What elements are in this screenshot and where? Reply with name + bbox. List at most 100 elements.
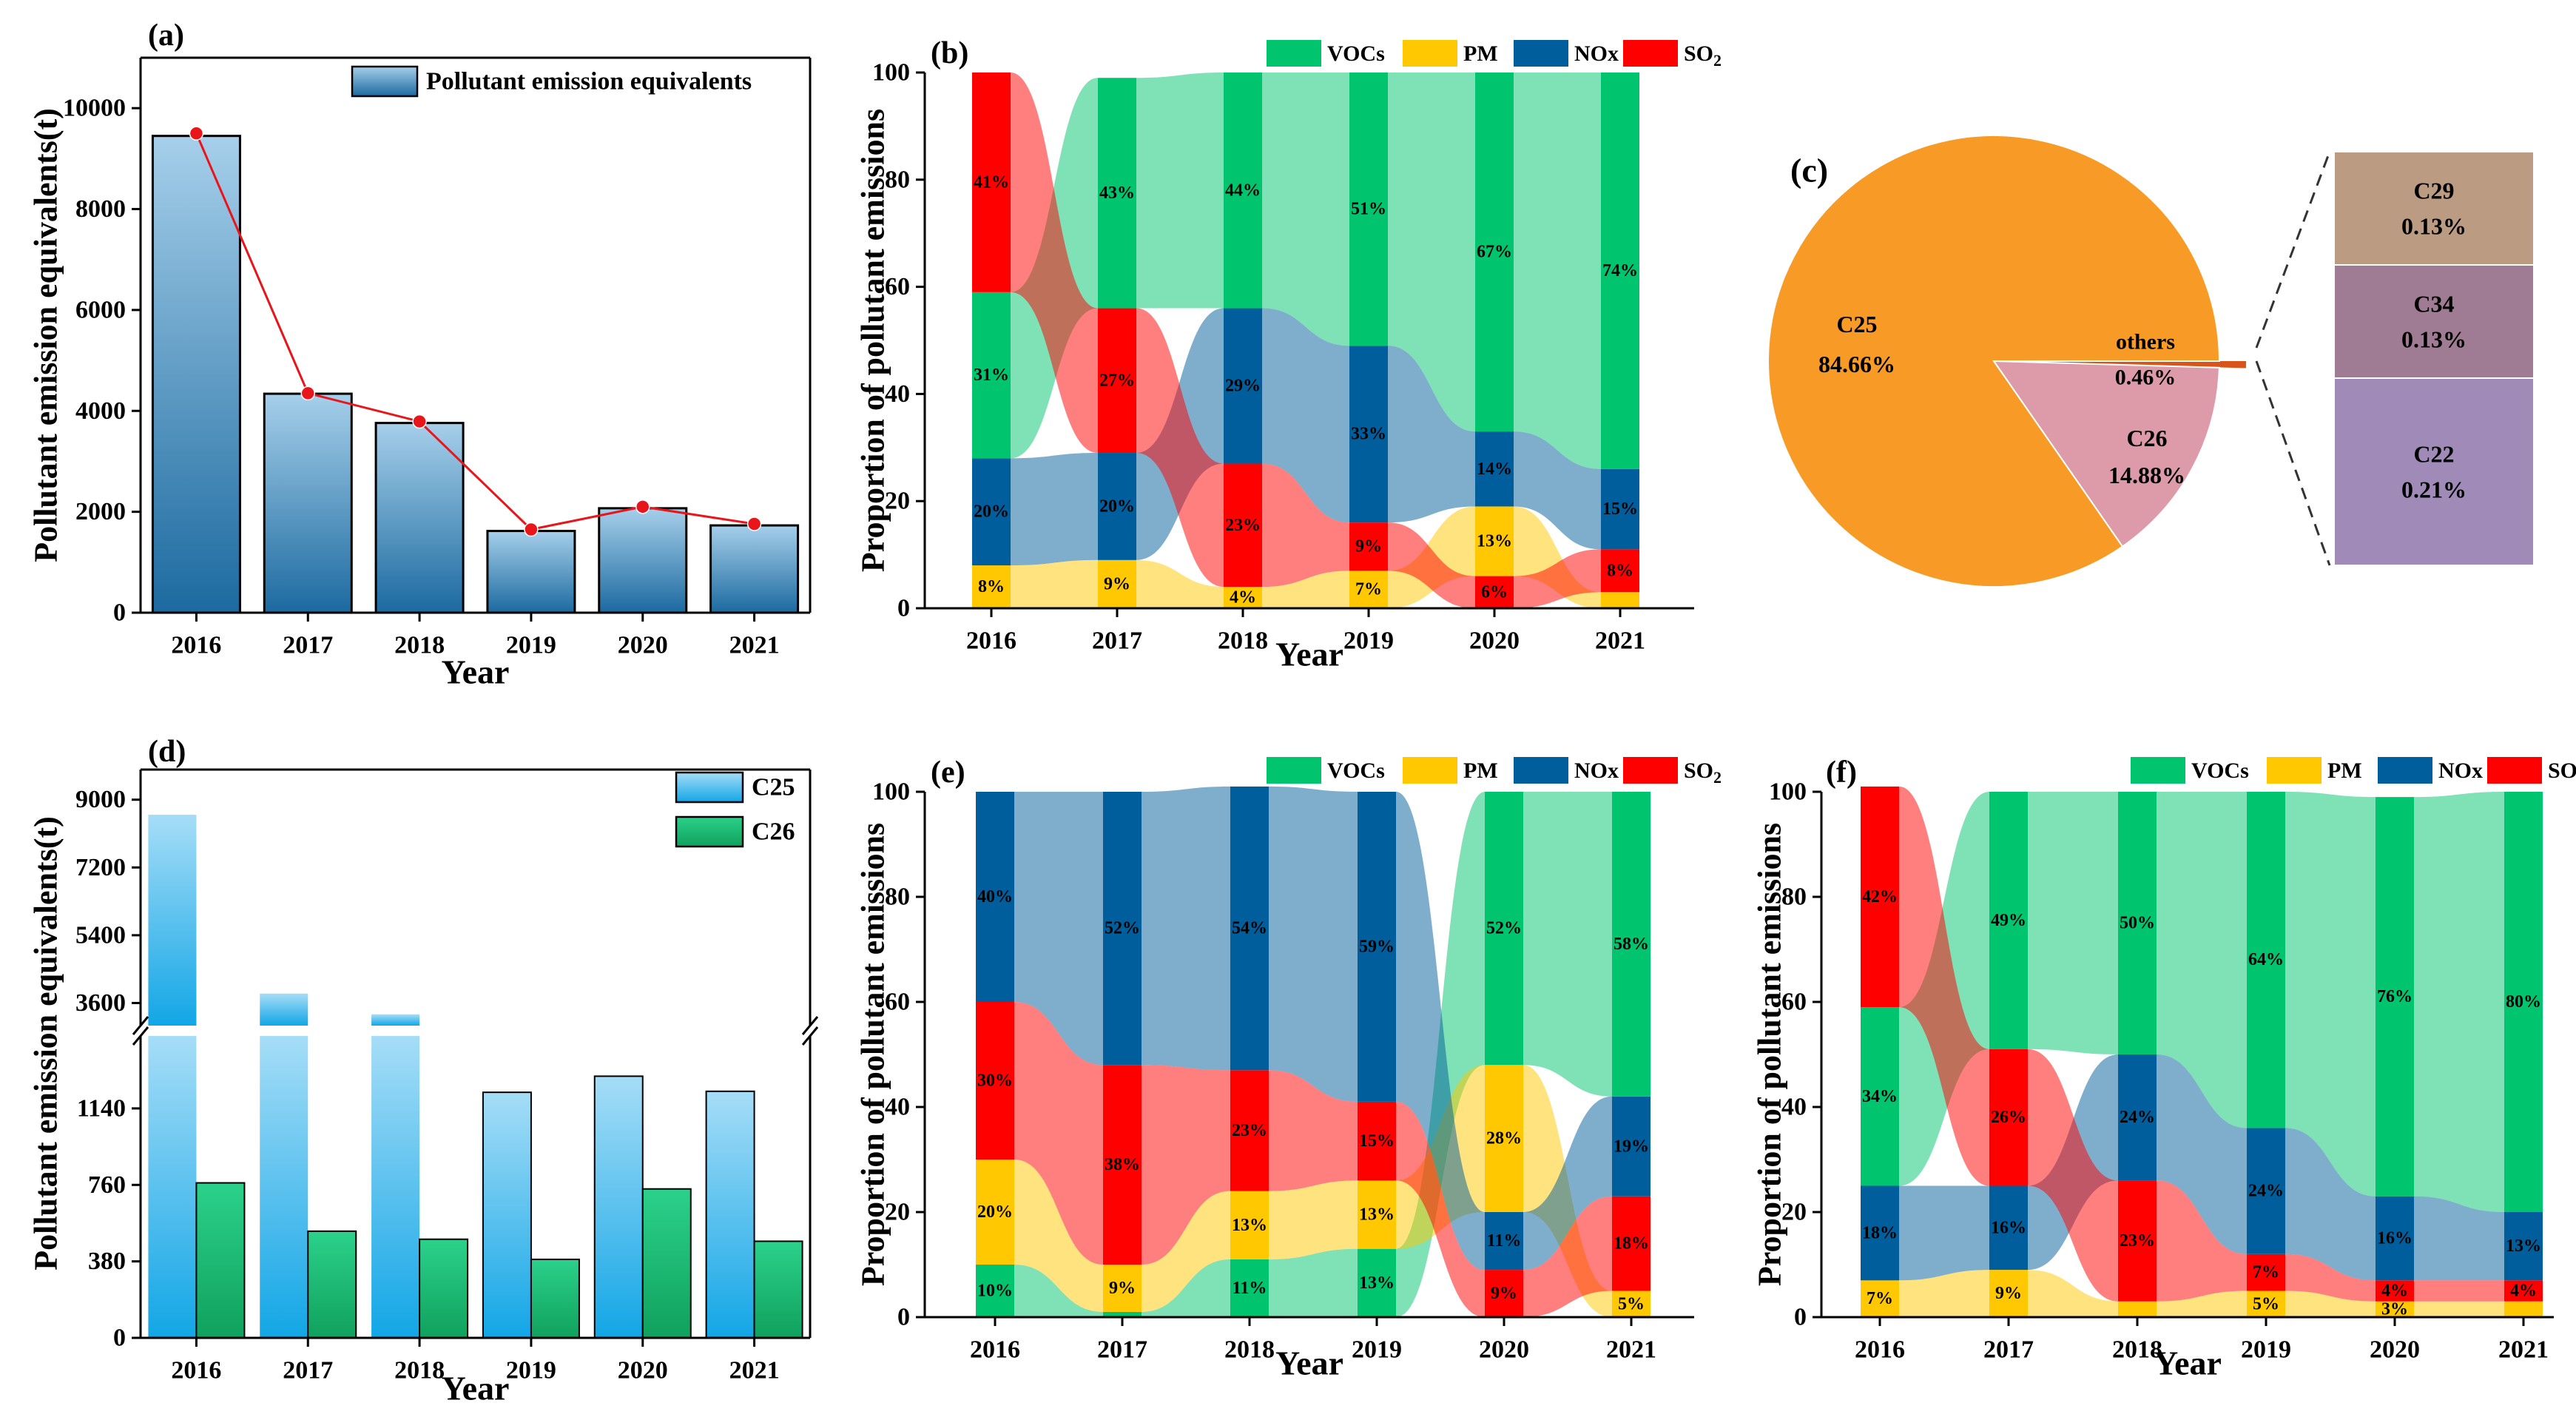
legend-subscript: 2 xyxy=(1713,768,1722,787)
breakdown-label-value: 0.21% xyxy=(2401,477,2467,503)
data-label: 38% xyxy=(1105,1155,1140,1174)
bar-pm xyxy=(1349,571,1388,608)
bar xyxy=(598,507,688,614)
flow-nox xyxy=(1011,453,1098,566)
legend-swatch xyxy=(351,65,419,98)
bar-vocs xyxy=(1349,73,1388,346)
pie-label-name: C25 xyxy=(1836,311,1877,337)
bar-vocs xyxy=(1358,1248,1396,1317)
bar-pm xyxy=(1224,587,1262,608)
bar-pm xyxy=(1475,506,1514,576)
bar-vocs xyxy=(1230,1259,1269,1317)
connector-line xyxy=(2255,360,2331,566)
axis-break-mark xyxy=(132,1026,149,1046)
x-axis-title: Year xyxy=(2154,1345,2222,1382)
bar-nox xyxy=(972,458,1011,566)
flow-so2 xyxy=(1523,1196,1612,1317)
pie-label-value: 84.66% xyxy=(1818,351,1895,377)
axis-break-gap xyxy=(126,1026,825,1036)
flow-nox xyxy=(2414,1196,2504,1281)
trend-point xyxy=(412,414,427,429)
trend-point xyxy=(524,522,539,537)
bar-pm xyxy=(1103,1265,1142,1312)
data-label: 15% xyxy=(1602,499,1638,519)
bar-nox xyxy=(2247,1128,2285,1254)
x-tick-label: 2018 xyxy=(394,632,445,659)
y-tick-label: 8000 xyxy=(75,195,126,223)
data-label: 41% xyxy=(974,172,1009,192)
trend-point xyxy=(635,499,650,514)
bar-c25 xyxy=(260,1036,308,1338)
bar-c25 xyxy=(482,1091,532,1339)
data-label: 10% xyxy=(977,1282,1013,1301)
legend-label-pm: PM xyxy=(2327,758,2362,783)
legend-swatch-vocs xyxy=(1267,40,1321,67)
data-label: 9% xyxy=(1995,1284,2022,1303)
bar-vocs xyxy=(972,292,1011,459)
flow-so2 xyxy=(1014,1002,1103,1265)
bar-vocs xyxy=(976,1265,1014,1317)
breakdown-segment-c34 xyxy=(2333,264,2535,379)
y-axis-title: Pollutant emission equivalents(t) xyxy=(28,816,64,1271)
flow-pm xyxy=(1262,571,1349,608)
bar-vocs xyxy=(1475,73,1514,432)
y-tick-label: 100 xyxy=(1769,778,1807,806)
bar-vocs xyxy=(1612,792,1651,1097)
data-label: 11% xyxy=(1233,1279,1267,1298)
data-label: 51% xyxy=(1351,200,1386,219)
axis-break-mark xyxy=(801,1026,819,1046)
flow-so2 xyxy=(2414,1280,2504,1302)
flow-so2 xyxy=(2157,1180,2247,1302)
x-tick-label: 2021 xyxy=(2498,1336,2549,1364)
y-tick-label: 100 xyxy=(872,778,910,806)
y-tick-label: 0 xyxy=(113,599,126,627)
bar-pm xyxy=(1601,592,1639,608)
y-tick-label: 1140 xyxy=(77,1094,126,1122)
data-label: 80% xyxy=(2506,992,2541,1012)
legend-swatch-nox xyxy=(1514,40,1568,67)
data-label: 20% xyxy=(1099,497,1135,516)
flow-nox xyxy=(1269,786,1358,1102)
data-label: 20% xyxy=(974,502,1009,522)
panel-label-d: (d) xyxy=(148,735,186,769)
bar-so2 xyxy=(1349,522,1388,571)
bar-c25 xyxy=(148,815,197,1026)
x-tick-label: 2019 xyxy=(1352,1336,1402,1364)
data-label: 13% xyxy=(1232,1216,1267,1235)
bar-so2 xyxy=(1612,1196,1651,1291)
data-label: 8% xyxy=(978,577,1005,596)
panel-label-c: (c) xyxy=(1790,152,1828,189)
panel-c: C25 84.66% C26 14.88% others 0.46% (c) C29 0.13%… xyxy=(1767,134,2535,588)
x-tick-label: 2020 xyxy=(2370,1336,2420,1364)
legend-label-nox: NOx xyxy=(1574,41,1619,66)
x-axis-title: Year xyxy=(1275,636,1343,673)
legend-label-nox: NOx xyxy=(2438,758,2483,783)
bar-c26 xyxy=(195,1182,246,1339)
data-label: 7% xyxy=(1867,1289,1893,1308)
bar-nox xyxy=(1475,431,1514,507)
bar-pm xyxy=(2118,1301,2157,1317)
flow-nox xyxy=(2157,1054,2247,1254)
bar-pm xyxy=(972,565,1011,608)
bar-vocs xyxy=(1989,792,2028,1049)
bar-c26 xyxy=(530,1258,580,1339)
flow-so2 xyxy=(2285,1254,2376,1302)
y-tick-label: 80 xyxy=(885,884,910,911)
bar-nox xyxy=(1861,1185,1899,1281)
panel-label-a: (a) xyxy=(148,18,184,53)
legend-text: NOx xyxy=(1574,41,1619,66)
data-label: 13% xyxy=(1359,1205,1395,1225)
flow-nox xyxy=(1899,1185,1989,1281)
legend-label-pm: PM xyxy=(1463,41,1498,66)
y-tick-label: 0 xyxy=(1794,1304,1807,1331)
data-label: 14% xyxy=(1477,460,1512,479)
data-label: 13% xyxy=(1359,1273,1395,1293)
breakdown-label-value: 0.13% xyxy=(2401,326,2467,353)
pie-label-name: others xyxy=(2116,330,2175,354)
data-label: 58% xyxy=(1614,935,1649,954)
data-label: 64% xyxy=(2248,950,2284,969)
breakdown-segment-c29 xyxy=(2333,151,2535,266)
data-label: 28% xyxy=(1486,1129,1522,1148)
flow-so2 xyxy=(1269,1070,1358,1191)
flow-vocs xyxy=(1269,1248,1358,1317)
